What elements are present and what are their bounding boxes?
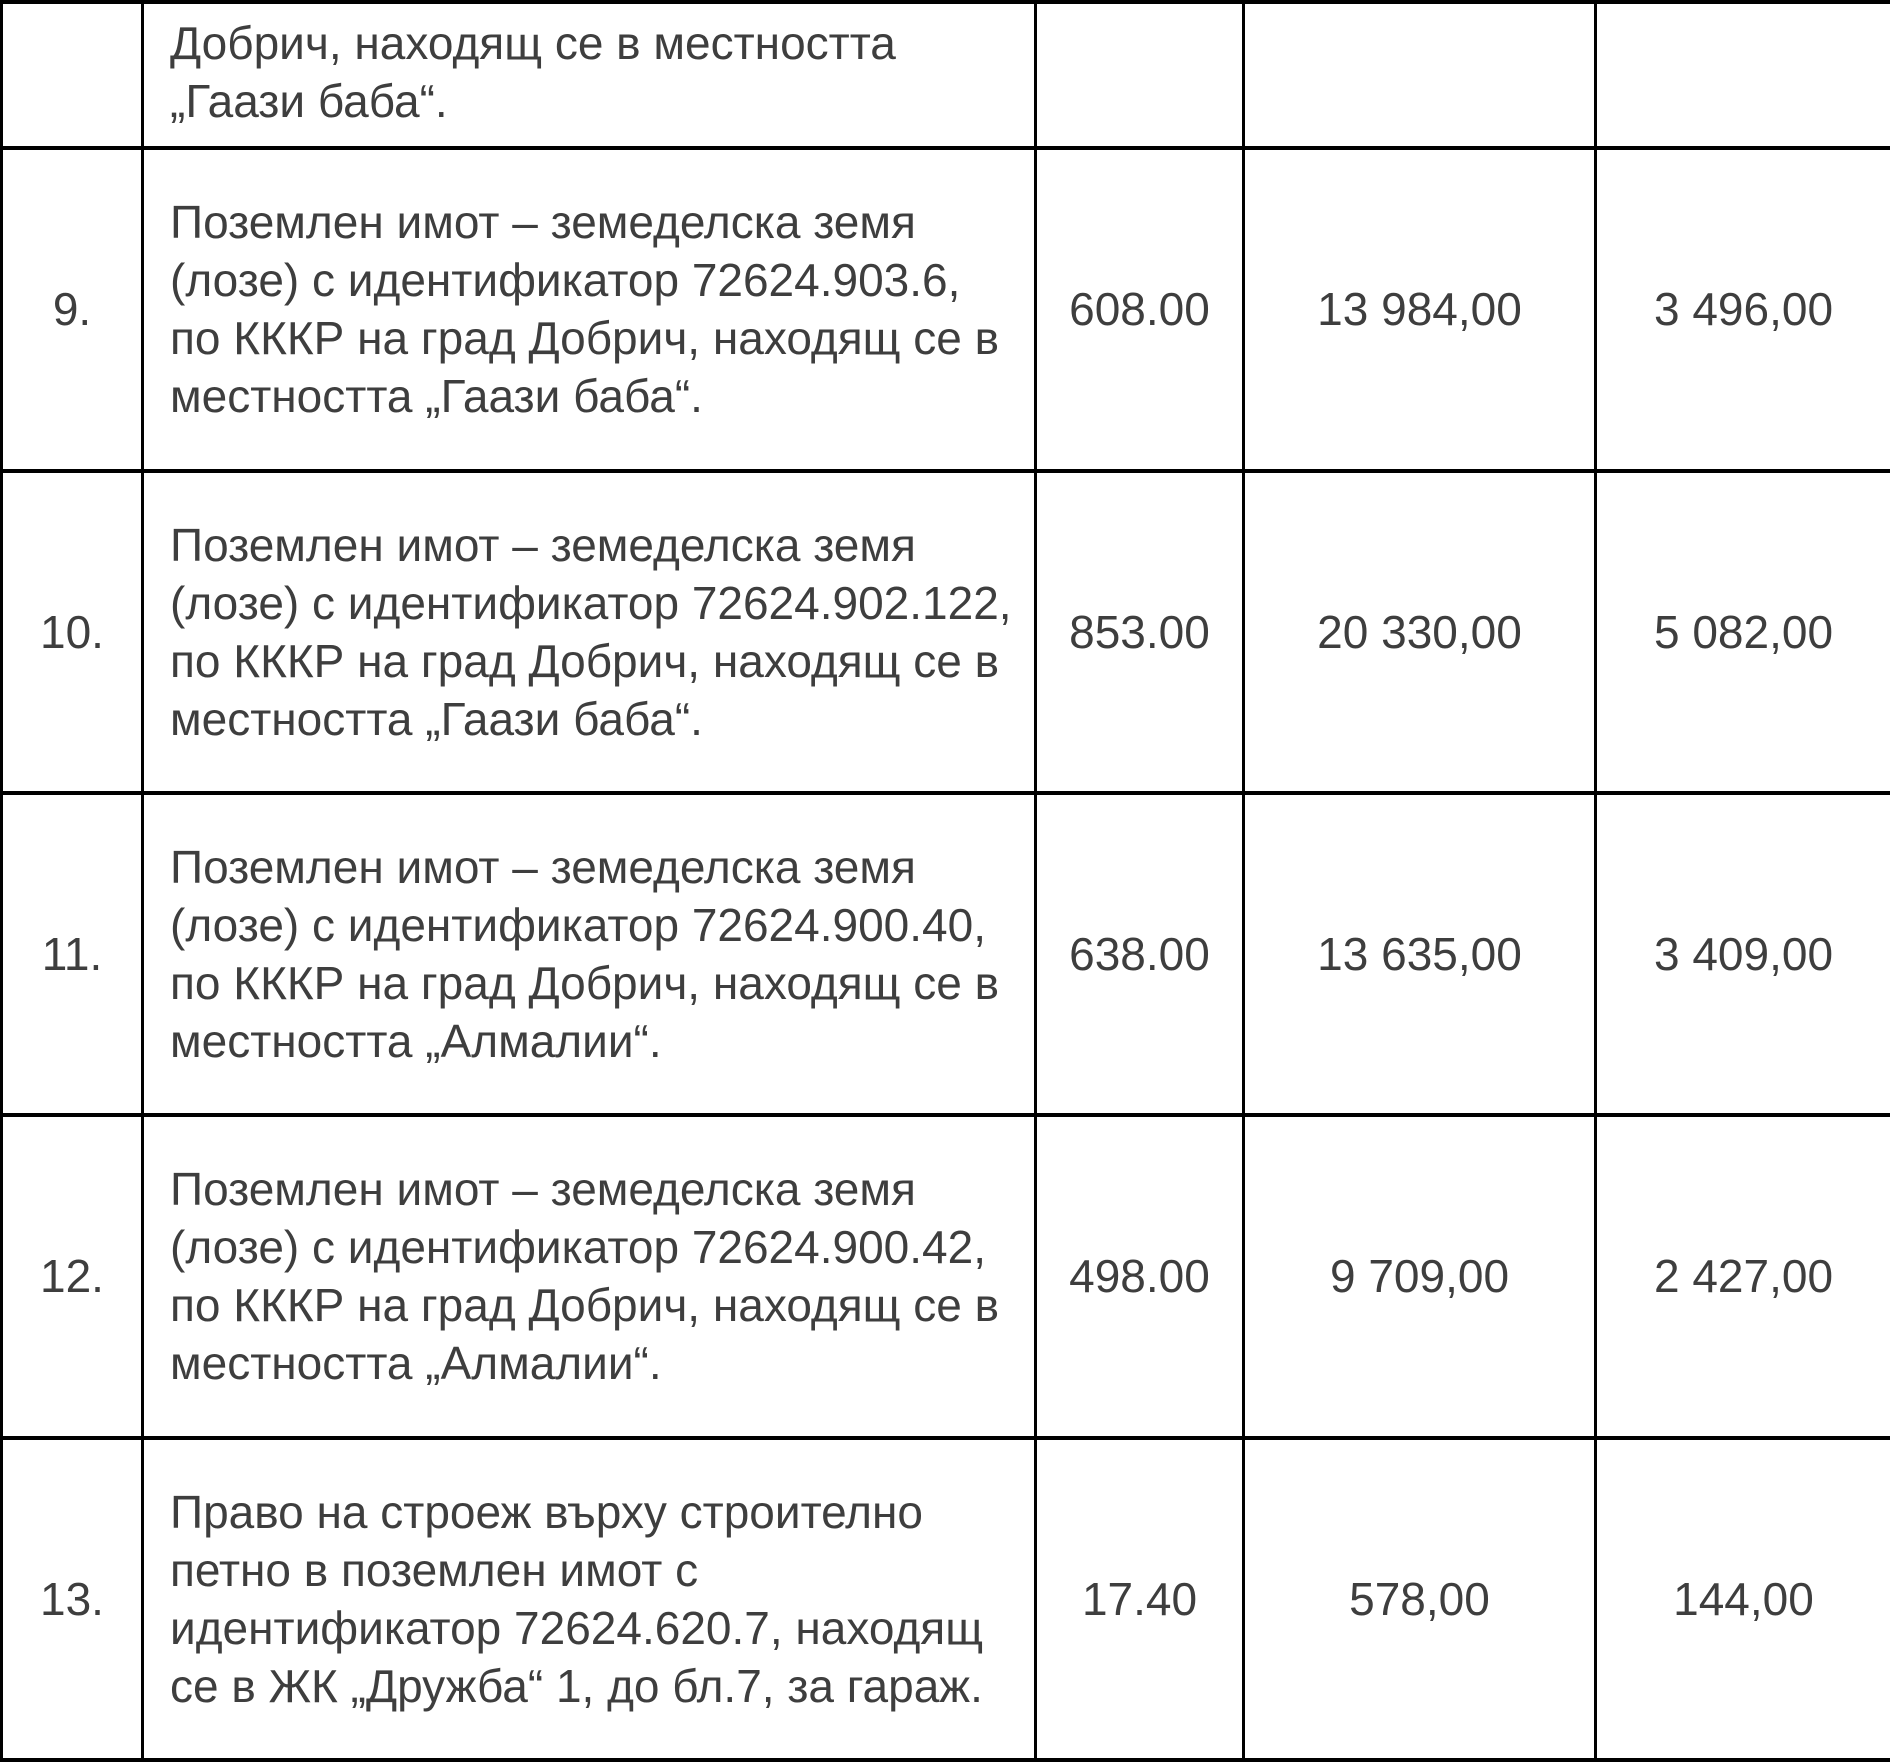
- row-number-cell: 13.: [0, 1435, 144, 1762]
- value-cell-2: 578,00: [1242, 1435, 1597, 1762]
- table-row: 9. Поземлен имот – земеделска земя (лозе…: [0, 146, 1890, 473]
- row-number-cell: 9.: [0, 146, 144, 473]
- value-cell-1: 853.00: [1034, 468, 1245, 795]
- row-number-cell: 11.: [0, 790, 144, 1118]
- value-cell-2: 20 330,00: [1242, 468, 1597, 795]
- table-row: 11. Поземлен имот – земеделска земя (лоз…: [0, 790, 1890, 1118]
- value-cell-3: 3 409,00: [1594, 790, 1890, 1118]
- table-row: 10. Поземлен имот – земеделска земя (лоз…: [0, 468, 1890, 795]
- value-cell-1: 608.00: [1034, 146, 1245, 473]
- value-cell-1: 498.00: [1034, 1113, 1245, 1440]
- value-cell-1: 638.00: [1034, 790, 1245, 1118]
- value-cell-3: 5 082,00: [1594, 468, 1890, 795]
- table-row: 12. Поземлен имот – земеделска земя (лоз…: [0, 1113, 1890, 1440]
- value-cell-1: 17.40: [1034, 1435, 1245, 1762]
- description-cell: Поземлен имот – земеделска земя (лозе) с…: [141, 790, 1037, 1118]
- description-cell: Добрич, находящ се в местността „Гаази б…: [141, 0, 1037, 151]
- row-number-cell: 10.: [0, 468, 144, 795]
- row-number-cell: 12.: [0, 1113, 144, 1440]
- value-cell-3: 2 427,00: [1594, 1113, 1890, 1440]
- value-cell-3: 144,00: [1594, 1435, 1890, 1762]
- value-cell-2: 9 709,00: [1242, 1113, 1597, 1440]
- value-cell-2: 13 635,00: [1242, 790, 1597, 1118]
- row-number-cell: [0, 0, 144, 151]
- table-row: 13. Право на строеж върху строително пет…: [0, 1435, 1890, 1762]
- description-cell: Поземлен имот – земеделска земя (лозе) с…: [141, 146, 1037, 473]
- value-cell-3: 3 496,00: [1594, 146, 1890, 473]
- value-cell-2: 13 984,00: [1242, 146, 1597, 473]
- description-cell: Право на строеж върху строително петно в…: [141, 1435, 1037, 1762]
- description-cell: Поземлен имот – земеделска земя (лозе) с…: [141, 468, 1037, 795]
- value-cell-3: [1594, 0, 1890, 151]
- value-cell-2: [1242, 0, 1597, 151]
- table-row: Добрич, находящ се в местността „Гаази б…: [0, 0, 1890, 151]
- value-cell-1: [1034, 0, 1245, 151]
- description-cell: Поземлен имот – земеделска земя (лозе) с…: [141, 1113, 1037, 1440]
